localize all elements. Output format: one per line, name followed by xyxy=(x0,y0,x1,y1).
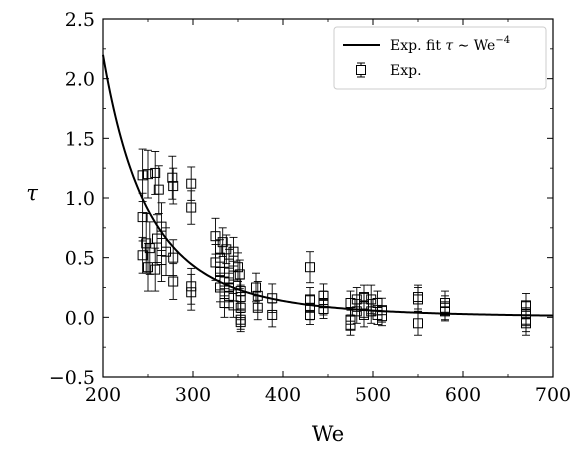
data-point xyxy=(228,293,239,318)
square-marker xyxy=(186,202,197,213)
data-point xyxy=(413,310,423,336)
data-point xyxy=(252,295,263,321)
legend-exp-swatch xyxy=(356,62,366,78)
data-point xyxy=(267,302,278,328)
data-point xyxy=(168,263,179,300)
square-marker xyxy=(521,318,531,329)
x-axis: 200 300 400 500 600 700 xyxy=(85,19,571,406)
square-marker xyxy=(137,170,148,181)
y-tick-label: 1.0 xyxy=(65,188,95,210)
y-axis-label: τ xyxy=(26,181,38,205)
legend: Exp. fit τ ∼ We−4 Exp. xyxy=(333,26,547,90)
square-marker xyxy=(186,287,197,298)
y-tick-label: 0.0 xyxy=(65,307,95,329)
data-point xyxy=(345,315,356,336)
y-tick-label: 1.5 xyxy=(65,128,95,150)
y-tick-label: 2.5 xyxy=(65,9,95,31)
data-point xyxy=(440,301,450,322)
data-point xyxy=(351,298,362,324)
square-marker xyxy=(252,302,263,313)
square-marker xyxy=(217,237,228,248)
data-point xyxy=(137,236,148,274)
square-marker xyxy=(150,264,161,275)
data-point xyxy=(377,306,387,327)
square-marker xyxy=(210,231,221,242)
square-marker xyxy=(305,262,315,273)
x-tick-label: 300 xyxy=(175,384,211,406)
square-marker xyxy=(351,306,362,317)
legend-box xyxy=(333,26,547,90)
square-marker xyxy=(251,282,261,293)
legend-exp-label: Exp. xyxy=(390,63,422,79)
data-point xyxy=(305,251,315,284)
square-marker xyxy=(228,246,239,257)
data-point xyxy=(359,302,369,328)
square-marker xyxy=(168,181,179,192)
y-tick-label: 2.0 xyxy=(65,69,95,91)
square-marker xyxy=(267,309,278,320)
square-marker xyxy=(186,178,197,189)
data-point xyxy=(235,312,246,333)
data-point xyxy=(186,273,197,311)
y-axis: −0.5 0.0 0.5 1.0 1.5 2.0 2.5 xyxy=(49,9,553,389)
data-point xyxy=(186,190,197,225)
data-point xyxy=(137,192,148,242)
square-marker xyxy=(228,300,239,311)
data-point xyxy=(215,272,225,303)
square-marker xyxy=(413,318,423,329)
x-axis-label: We xyxy=(312,422,344,446)
x-tick-label: 500 xyxy=(355,384,391,406)
data-point xyxy=(153,165,164,214)
data-point xyxy=(305,304,315,325)
square-marker xyxy=(167,172,178,183)
data-point xyxy=(413,287,423,312)
square-marker xyxy=(156,255,167,266)
data-point xyxy=(167,155,178,200)
data-point xyxy=(143,242,153,292)
square-marker xyxy=(440,306,450,317)
data-point xyxy=(156,238,167,282)
square-marker xyxy=(137,250,148,261)
plot-area xyxy=(102,18,554,378)
square-marker xyxy=(137,212,148,223)
square-marker xyxy=(143,262,153,273)
square-marker xyxy=(233,262,243,273)
square-marker xyxy=(235,317,246,328)
square-marker xyxy=(318,303,329,314)
square-marker xyxy=(150,167,161,178)
x-tick-label: 600 xyxy=(445,384,481,406)
x-tick-label: 400 xyxy=(265,384,301,406)
data-point xyxy=(168,167,179,205)
x-tick-label: 200 xyxy=(85,384,121,406)
fit-curve xyxy=(102,54,554,317)
data-point xyxy=(318,298,329,319)
square-marker xyxy=(153,184,164,195)
data-marks xyxy=(137,148,531,336)
data-point xyxy=(143,149,153,199)
square-marker xyxy=(305,309,315,320)
square-marker xyxy=(413,294,423,305)
data-point xyxy=(150,247,161,292)
y-tick-label: 0.5 xyxy=(65,248,95,270)
square-marker xyxy=(143,169,153,180)
square-marker xyxy=(345,298,356,309)
legend-fit-label: Exp. fit τ ∼ We−4 xyxy=(390,35,510,54)
data-point xyxy=(251,272,261,303)
x-tick-label: 700 xyxy=(535,384,571,406)
square-marker xyxy=(345,320,356,331)
y-tick-label: −0.5 xyxy=(49,367,95,389)
square-marker xyxy=(168,276,179,287)
square-marker xyxy=(168,252,179,263)
